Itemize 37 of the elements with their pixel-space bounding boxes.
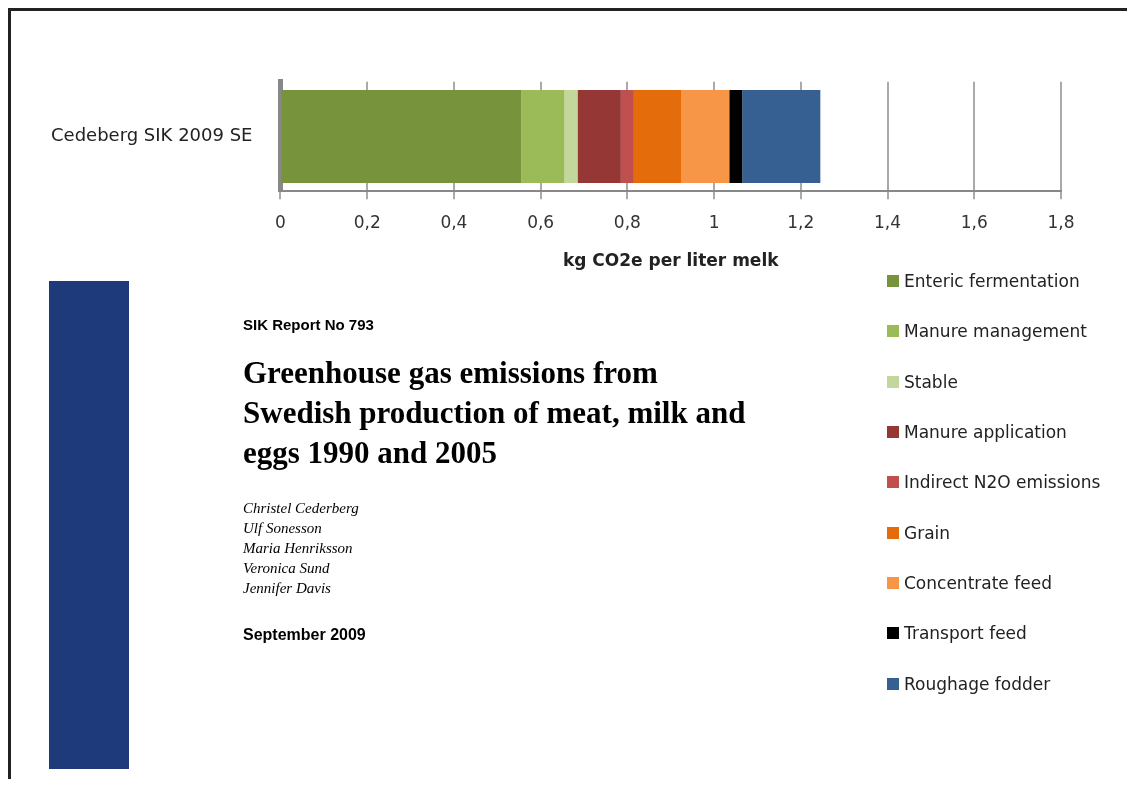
bar	[633, 90, 682, 183]
x-tick-label: 1	[708, 211, 720, 232]
bar	[564, 90, 578, 183]
legend-label: Stable	[904, 371, 958, 392]
x-tick-label: 1,4	[874, 211, 902, 232]
text: Ulf Sonesson	[243, 519, 323, 538]
x-tick-label: 0,4	[440, 211, 468, 232]
bar	[729, 90, 743, 183]
bar	[742, 90, 821, 183]
legend-label: Manure management	[904, 321, 1087, 342]
legend-label: Manure application	[904, 422, 1067, 443]
x-tick-label: 0,6	[527, 211, 555, 232]
legend-label: Grain	[904, 522, 951, 543]
legend-label: Concentrate feed	[904, 572, 1052, 593]
x-tick-label: 1,2	[787, 211, 815, 232]
text: Jennifer Davis	[243, 579, 332, 598]
text: September 2009	[243, 626, 367, 644]
legend-label: Transport feed	[904, 623, 1027, 644]
x-tick-label: 0,8	[613, 211, 641, 232]
text: Maria Henriksson	[243, 539, 354, 558]
text: Christel Cederberg	[243, 499, 360, 518]
bar	[521, 90, 565, 183]
y-tick-label: Cedeberg SIK 2009 SE	[50, 124, 253, 146]
text: Greenhouse gas emissions from Swedish production of meat, milk and eggs 1990 and 2005	[243, 354, 747, 472]
x-tick-label: 1,8	[1047, 211, 1075, 232]
legend-label: Enteric fermentation	[904, 271, 1080, 292]
x-tick-label: 0	[275, 211, 286, 232]
bar	[681, 90, 730, 183]
legend-label: Roughage fodder	[904, 673, 1051, 694]
bar	[620, 90, 634, 183]
bar	[577, 90, 621, 183]
legend-label: Indirect N2O emissions	[904, 472, 1101, 493]
x-tick-label: 1,6	[960, 211, 988, 232]
text: Veronica Sund	[243, 559, 331, 578]
x-tick-label: 0,2	[353, 211, 381, 232]
x-axis-title: kg CO2e per liter melk	[562, 250, 780, 271]
text: SIK Report No 793	[243, 316, 375, 333]
